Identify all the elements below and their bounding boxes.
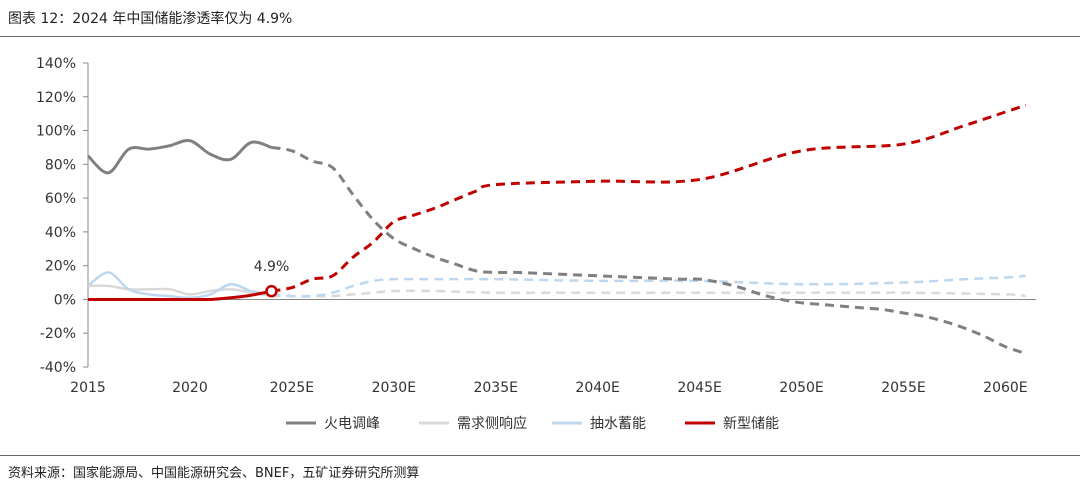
- x-tick-label: 2035E: [473, 380, 517, 396]
- y-tick-label: 80%: [45, 157, 76, 173]
- y-tick-label: 40%: [45, 225, 76, 241]
- series-line-actual: [88, 289, 272, 302]
- annotation-marker: [265, 284, 278, 298]
- series-line-forecast: [271, 145, 1027, 355]
- title-divider: [0, 36, 1080, 37]
- series-line-forecast: [271, 274, 1026, 298]
- x-tick-label: 2045E: [677, 380, 721, 396]
- series-3: [88, 103, 1027, 302]
- y-axis: -40% -20% 0% 20% 40% 60% 80% 100% 120% 140%: [36, 56, 89, 376]
- x-tick-label: 2050E: [779, 380, 823, 396]
- figure-title: 图表 12：2024 年中国储能渗透率仅为 4.9%: [8, 11, 293, 27]
- series-line-actual: [87, 271, 272, 300]
- series-2: [87, 271, 1026, 300]
- legend: 火电调峰 需求侧响应 抽水蓄能 新型储能: [286, 415, 779, 432]
- legend-label: 需求侧响应: [457, 415, 527, 432]
- legend-label: 抽水蓄能: [590, 416, 646, 432]
- y-tick-label: 60%: [45, 191, 76, 207]
- y-tick-label: 140%: [36, 56, 76, 72]
- y-tick-label: -20%: [40, 326, 76, 342]
- y-tick-label: 120%: [36, 90, 76, 106]
- x-tick-label: 2015: [70, 380, 106, 396]
- series-line-actual: [86, 138, 272, 175]
- x-tick-label: 2030E: [372, 380, 416, 396]
- legend-label: 新型储能: [723, 416, 779, 432]
- series-line-forecast: [271, 103, 1027, 293]
- line-chart: -40%-20%0%20%40%60%80%100%120%140% 2015 2…: [36, 56, 1036, 432]
- x-tick-label: 2020: [172, 380, 208, 396]
- legend-label: 火电调峰: [324, 416, 380, 432]
- y-tick-label: 100%: [36, 124, 76, 140]
- source-divider: [0, 455, 1080, 456]
- x-tick-label: 2060E: [983, 380, 1027, 396]
- series-layer: [86, 103, 1027, 355]
- x-tick-label: 2025E: [270, 380, 314, 396]
- series-1: [87, 284, 1026, 298]
- series-0: [86, 138, 1027, 355]
- annotation-layer: 4.9%: [254, 259, 290, 298]
- annotation-label: 4.9%: [254, 259, 290, 275]
- series-line-actual: [87, 284, 272, 298]
- x-axis: 2015 2020 2025E 2030E 2035E 2040E 2045E 2050E 20…: [70, 298, 1036, 396]
- source-note: 资料来源：国家能源局、中国能源研究会、BNEF，五矿证券研究所测算: [8, 466, 420, 481]
- x-tick-label: 2055E: [881, 380, 925, 396]
- y-tick-label: 20%: [45, 259, 76, 275]
- y-tick-label: 0%: [54, 292, 76, 308]
- y-tick-label: -40%: [40, 360, 76, 376]
- x-tick-label: 2040E: [575, 380, 619, 396]
- series-line-forecast: [271, 289, 1026, 298]
